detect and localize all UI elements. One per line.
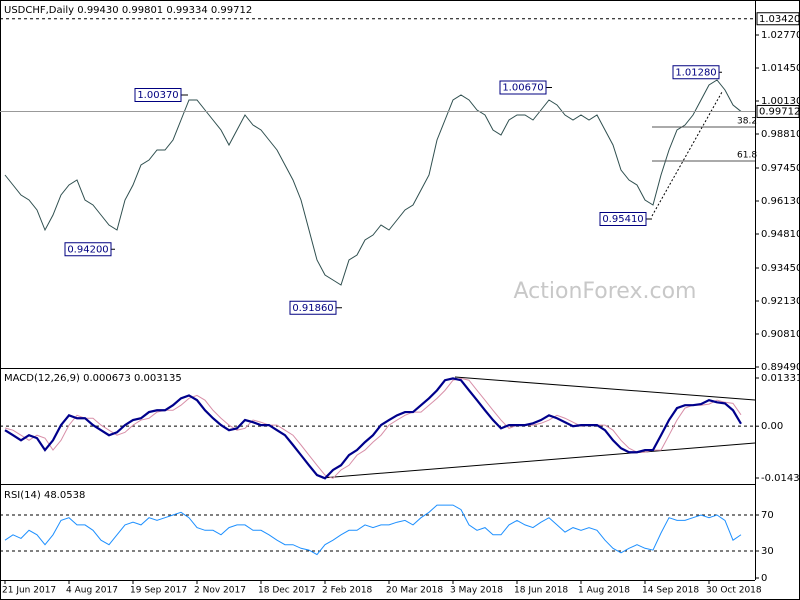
annotation-box: [599, 212, 647, 226]
annotation-box: [64, 242, 112, 257]
rsi-title: RSI(14) 48.0538: [4, 490, 85, 501]
annotation-label: 1.00370: [137, 90, 178, 101]
level-label: 0.99712: [759, 106, 800, 117]
y-tick-label: 0.013319: [761, 373, 800, 384]
macd-title: MACD(12,26,9) 0.000673 0.003135: [4, 373, 182, 384]
trend-line: [321, 442, 756, 479]
fib-label: 38.2: [737, 117, 757, 127]
x-tick-label: 4 Aug 2017: [66, 586, 118, 596]
y-tick-label: 0.00: [761, 421, 783, 432]
y-tick-label: 0.98810: [761, 129, 800, 140]
y-tick-label: 0.89490: [761, 362, 800, 373]
x-tick-label: 18 Dec 2017: [258, 586, 316, 596]
x-tick-label: 3 May 2018: [450, 586, 503, 596]
y-tick-label: 0.90810: [761, 329, 800, 340]
y-tick-label: 30: [761, 546, 774, 557]
y-tick-label: 0.92130: [761, 296, 800, 307]
trend-line: [651, 91, 723, 217]
series-line: [4, 79, 742, 286]
level-box: [756, 104, 800, 118]
x-tick-label: 30 Oct 2018: [706, 586, 762, 596]
y-tick-label: 1.00130: [761, 96, 800, 107]
y-tick-label: 1.02770: [761, 30, 800, 41]
x-tick-label: 19 Sep 2017: [130, 586, 187, 596]
annotation-label: 1.00670: [502, 83, 543, 94]
y-tick-label: 0: [761, 573, 767, 584]
y-tick-label: 0.96130: [761, 196, 800, 207]
x-tick-label: 14 Sep 2018: [642, 586, 699, 596]
y-tick-label: 1.01450: [761, 63, 800, 74]
x-tick-label: 18 Jun 2018: [514, 586, 568, 596]
annotation-label: 0.95410: [602, 214, 643, 225]
x-tick-label: 20 Mar 2018: [386, 586, 443, 596]
annotation-label: 1.01280: [675, 67, 716, 78]
level-label: 1.03420: [759, 14, 800, 25]
fib-label: 61.8: [737, 151, 757, 161]
annotation-label: 0.94200: [67, 244, 108, 255]
y-tick-label: 0.94810: [761, 229, 800, 240]
annotation-box: [289, 300, 337, 315]
chart-title: USDCHF,Daily 0.99430 0.99801 0.99334 0.9…: [4, 5, 252, 16]
y-tick-label: 70: [761, 510, 774, 521]
y-tick-label: 0.97450: [761, 163, 800, 174]
series-line: [4, 377, 742, 480]
level-box: [756, 12, 800, 26]
trend-line: [454, 376, 756, 401]
series-line: [4, 504, 742, 556]
y-tick-label: -0.014323: [761, 473, 800, 484]
annotation-label: 0.91860: [292, 303, 333, 314]
x-tick-label: 2 Nov 2017: [194, 586, 246, 596]
x-tick-label: 21 Jun 2017: [2, 586, 56, 596]
annotation-box: [672, 65, 720, 80]
x-tick-label: 2 Feb 2018: [322, 586, 373, 596]
annotation-box: [499, 80, 547, 95]
x-tick-label: 1 Aug 2018: [578, 586, 630, 596]
annotation-box: [134, 88, 182, 102]
series-line: [4, 377, 742, 479]
y-tick-label: 0.93450: [761, 263, 800, 274]
watermark: ActionForex.com: [514, 279, 697, 304]
